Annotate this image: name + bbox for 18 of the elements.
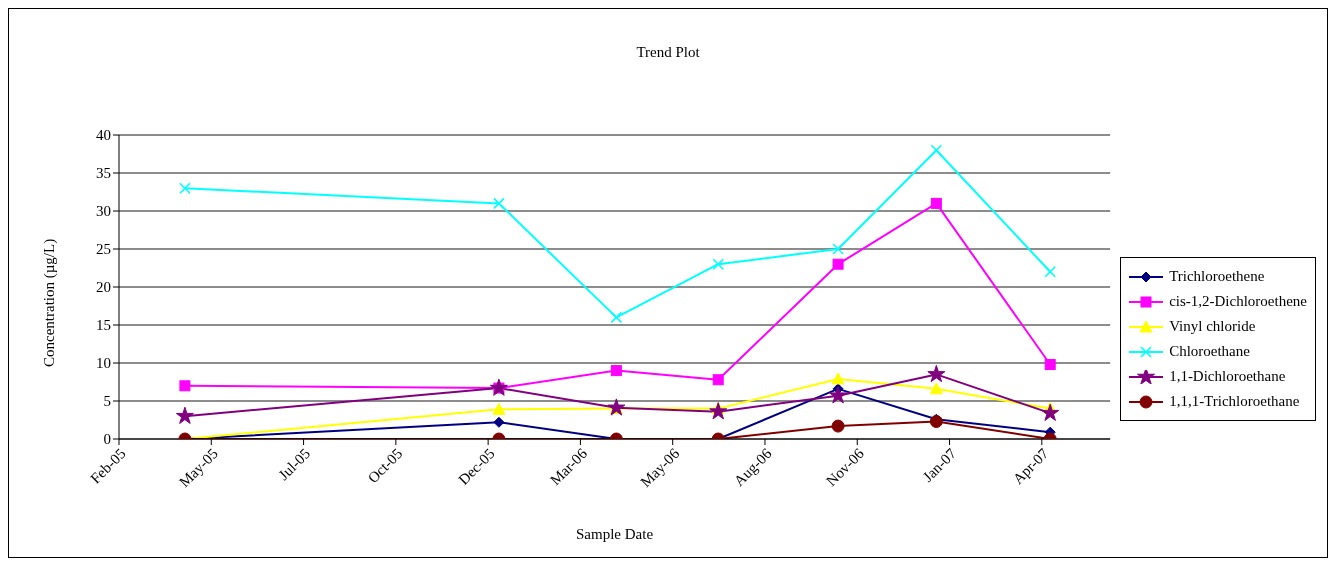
y-tick-label: 25	[96, 241, 111, 258]
y-tick-label: 5	[103, 393, 111, 410]
y-tick-label: 20	[96, 279, 111, 296]
legend-label: 1,1,1-Trichloroethane	[1169, 393, 1300, 410]
y-tick-label: 0	[103, 431, 111, 448]
y-axis-title: Concentration (µg/L)	[41, 238, 59, 367]
y-tick-label: 15	[96, 317, 111, 334]
legend-label: Vinyl chloride	[1169, 318, 1256, 335]
x-axis-title: Sample Date	[576, 526, 654, 542]
legend-label: cis-1,2-Dichloroethene	[1169, 293, 1307, 310]
y-tick-label: 35	[96, 165, 111, 182]
y-tick-label: 30	[96, 203, 111, 220]
legend-label: 1,1-Dichloroethane	[1169, 368, 1286, 385]
legend-label: Trichloroethene	[1169, 268, 1265, 285]
y-tick-label: 40	[96, 127, 111, 144]
y-tick-label: 10	[96, 355, 111, 372]
legend-label: Chloroethane	[1169, 343, 1250, 360]
chart-title: Trend Plot	[635, 44, 701, 61]
